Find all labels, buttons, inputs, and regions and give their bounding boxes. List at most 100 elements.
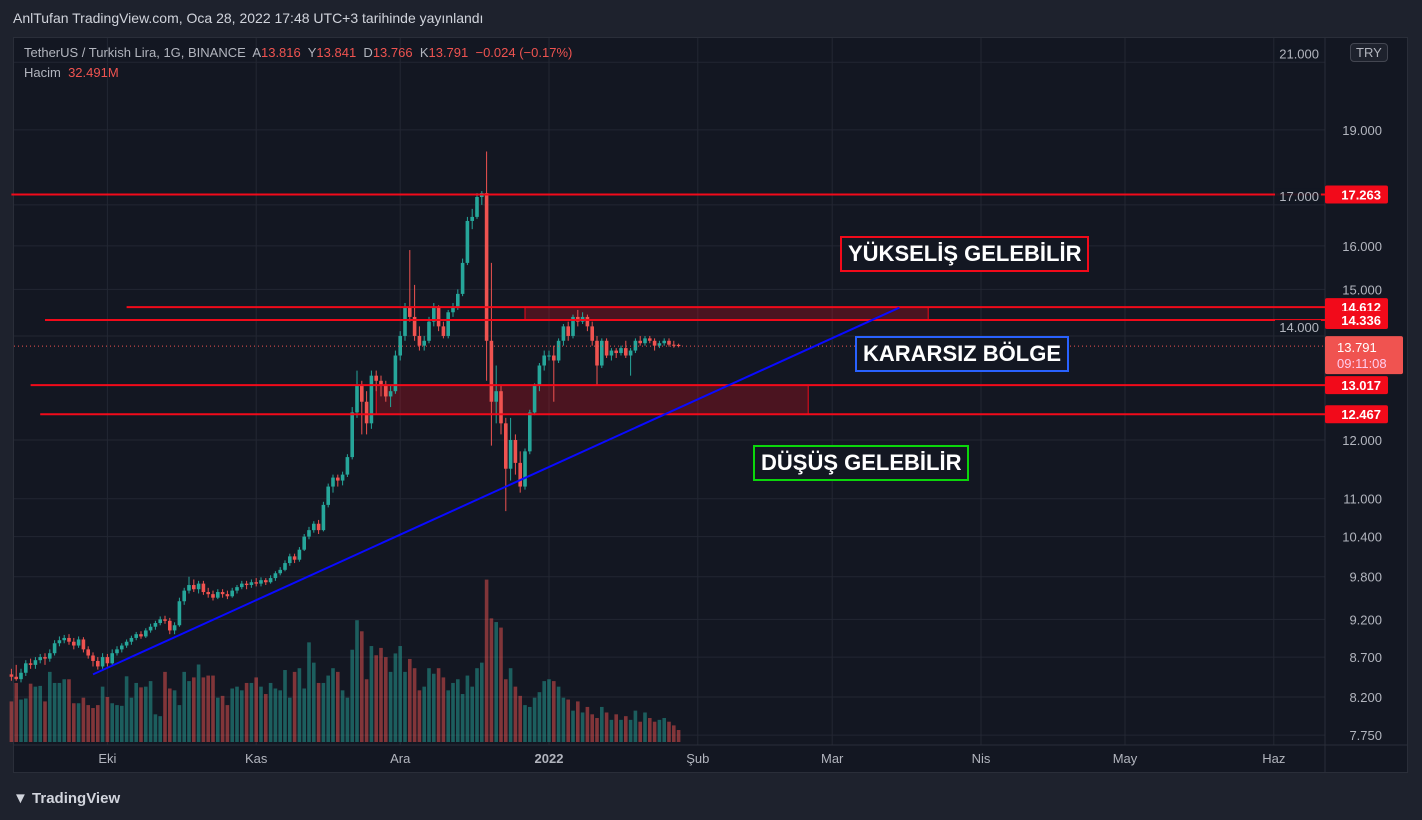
candle-body bbox=[292, 556, 297, 560]
candle-body bbox=[211, 594, 215, 598]
volume-bar bbox=[412, 668, 417, 742]
currency-button[interactable]: TRY bbox=[1350, 43, 1388, 62]
candle-body bbox=[672, 344, 676, 346]
annotation-indecisive-zone[interactable]: KARARSIZ BÖLGE bbox=[855, 336, 1069, 372]
volume-label: Hacim bbox=[24, 65, 61, 80]
candle-body bbox=[57, 640, 62, 644]
time-tick-label: Şub bbox=[686, 751, 709, 766]
candle-body bbox=[254, 582, 258, 584]
price-zone bbox=[524, 306, 929, 321]
candle-body bbox=[62, 637, 66, 641]
candle-body bbox=[676, 344, 681, 347]
price-tick-label: 16.000 bbox=[1342, 239, 1382, 254]
candle-body bbox=[460, 262, 465, 294]
logo-icon: ▼ bbox=[13, 790, 28, 807]
volume-bar bbox=[518, 695, 522, 742]
candle-body bbox=[182, 590, 186, 602]
level-price-badge bbox=[1325, 405, 1388, 424]
candle-body bbox=[556, 340, 561, 361]
volume-bar bbox=[81, 697, 86, 742]
volume-bar bbox=[417, 690, 422, 742]
time-tick-label: Eki bbox=[98, 751, 116, 766]
volume-bar bbox=[19, 699, 23, 742]
candle-body bbox=[417, 335, 422, 346]
volume-bar bbox=[556, 686, 561, 742]
volume-bar bbox=[225, 705, 230, 742]
volume-bar bbox=[403, 671, 407, 742]
volume-bar bbox=[244, 682, 249, 742]
volume-bar bbox=[475, 668, 479, 742]
tradingview-logo[interactable]: ▼ TradingView bbox=[13, 790, 120, 807]
volume-bar bbox=[436, 668, 441, 742]
volume-bar bbox=[230, 688, 234, 742]
close-label: K bbox=[419, 45, 429, 60]
volume-bar bbox=[667, 721, 671, 742]
volume-bar bbox=[604, 712, 609, 742]
volume-bar bbox=[9, 701, 14, 742]
volume-bar bbox=[432, 673, 436, 742]
candle-body bbox=[547, 355, 551, 357]
candle-body bbox=[28, 663, 33, 665]
trend-line bbox=[92, 306, 900, 676]
high-value: 13.841 bbox=[316, 45, 357, 60]
volume-bar bbox=[504, 679, 508, 742]
volume-bar bbox=[580, 712, 585, 742]
volume-bar bbox=[206, 675, 210, 742]
volume-bar bbox=[648, 718, 652, 742]
candle-body bbox=[364, 401, 369, 424]
candle-body bbox=[648, 338, 652, 341]
candle-body bbox=[571, 316, 575, 336]
price-tick-label: 14.000 bbox=[1279, 320, 1319, 335]
volume-bar bbox=[96, 705, 100, 742]
level-price-label: 17.263 bbox=[1341, 188, 1381, 203]
volume-bar bbox=[163, 671, 167, 742]
volume-bar bbox=[441, 677, 446, 742]
last-price-badge bbox=[1325, 336, 1403, 375]
candle-body bbox=[230, 590, 234, 597]
volume-value: 32.491M bbox=[68, 65, 119, 80]
volume-bar bbox=[662, 718, 666, 742]
annotation-fall[interactable]: DÜŞÜŞ GELEBİLİR bbox=[753, 445, 970, 481]
symbol-title[interactable]: TetherUS / Turkish Lira, 1G, BINANCE bbox=[24, 45, 246, 60]
candle-body bbox=[129, 637, 134, 642]
price-tick-label: 15.000 bbox=[1342, 282, 1382, 297]
volume-bar bbox=[528, 706, 532, 742]
price-tick-label: 10.400 bbox=[1342, 530, 1382, 545]
candle-body bbox=[33, 660, 38, 665]
candle-body bbox=[398, 335, 402, 356]
price-tick-label: 19.000 bbox=[1342, 123, 1382, 138]
candle-body bbox=[628, 350, 633, 356]
candle-body bbox=[110, 653, 114, 664]
volume-bar bbox=[57, 682, 62, 742]
volume-bar bbox=[235, 686, 239, 742]
chart-pane[interactable] bbox=[13, 37, 1408, 773]
volume-bar bbox=[216, 697, 220, 742]
candle-body bbox=[115, 649, 119, 654]
candle-body bbox=[590, 326, 594, 341]
volume-bar bbox=[652, 721, 657, 742]
candle-body bbox=[244, 583, 249, 586]
candle-body bbox=[379, 380, 383, 386]
change-value: −0.024 (−0.17%) bbox=[475, 45, 573, 60]
volume-bar bbox=[283, 670, 287, 742]
time-tick-label: Haz bbox=[1262, 751, 1285, 766]
candle-body bbox=[96, 660, 100, 667]
candle-body bbox=[326, 486, 330, 505]
candle-body bbox=[91, 655, 95, 661]
volume-bar bbox=[86, 705, 90, 742]
price-tick-label: 9.200 bbox=[1349, 612, 1382, 627]
candle-body bbox=[427, 321, 431, 341]
volume-bar bbox=[326, 675, 330, 742]
volume-bar bbox=[571, 710, 575, 742]
candle-body bbox=[360, 385, 364, 402]
candle-body bbox=[307, 530, 311, 537]
volume-bar bbox=[72, 703, 76, 742]
volume-bar bbox=[470, 686, 474, 742]
annotation-rise[interactable]: YÜKSELİŞ GELEBİLİR bbox=[840, 236, 1090, 272]
volume-bar bbox=[182, 671, 186, 742]
volume-bar bbox=[379, 647, 383, 742]
volume-bar bbox=[547, 679, 551, 742]
volume-bar bbox=[619, 719, 623, 742]
candle-body bbox=[201, 583, 206, 593]
